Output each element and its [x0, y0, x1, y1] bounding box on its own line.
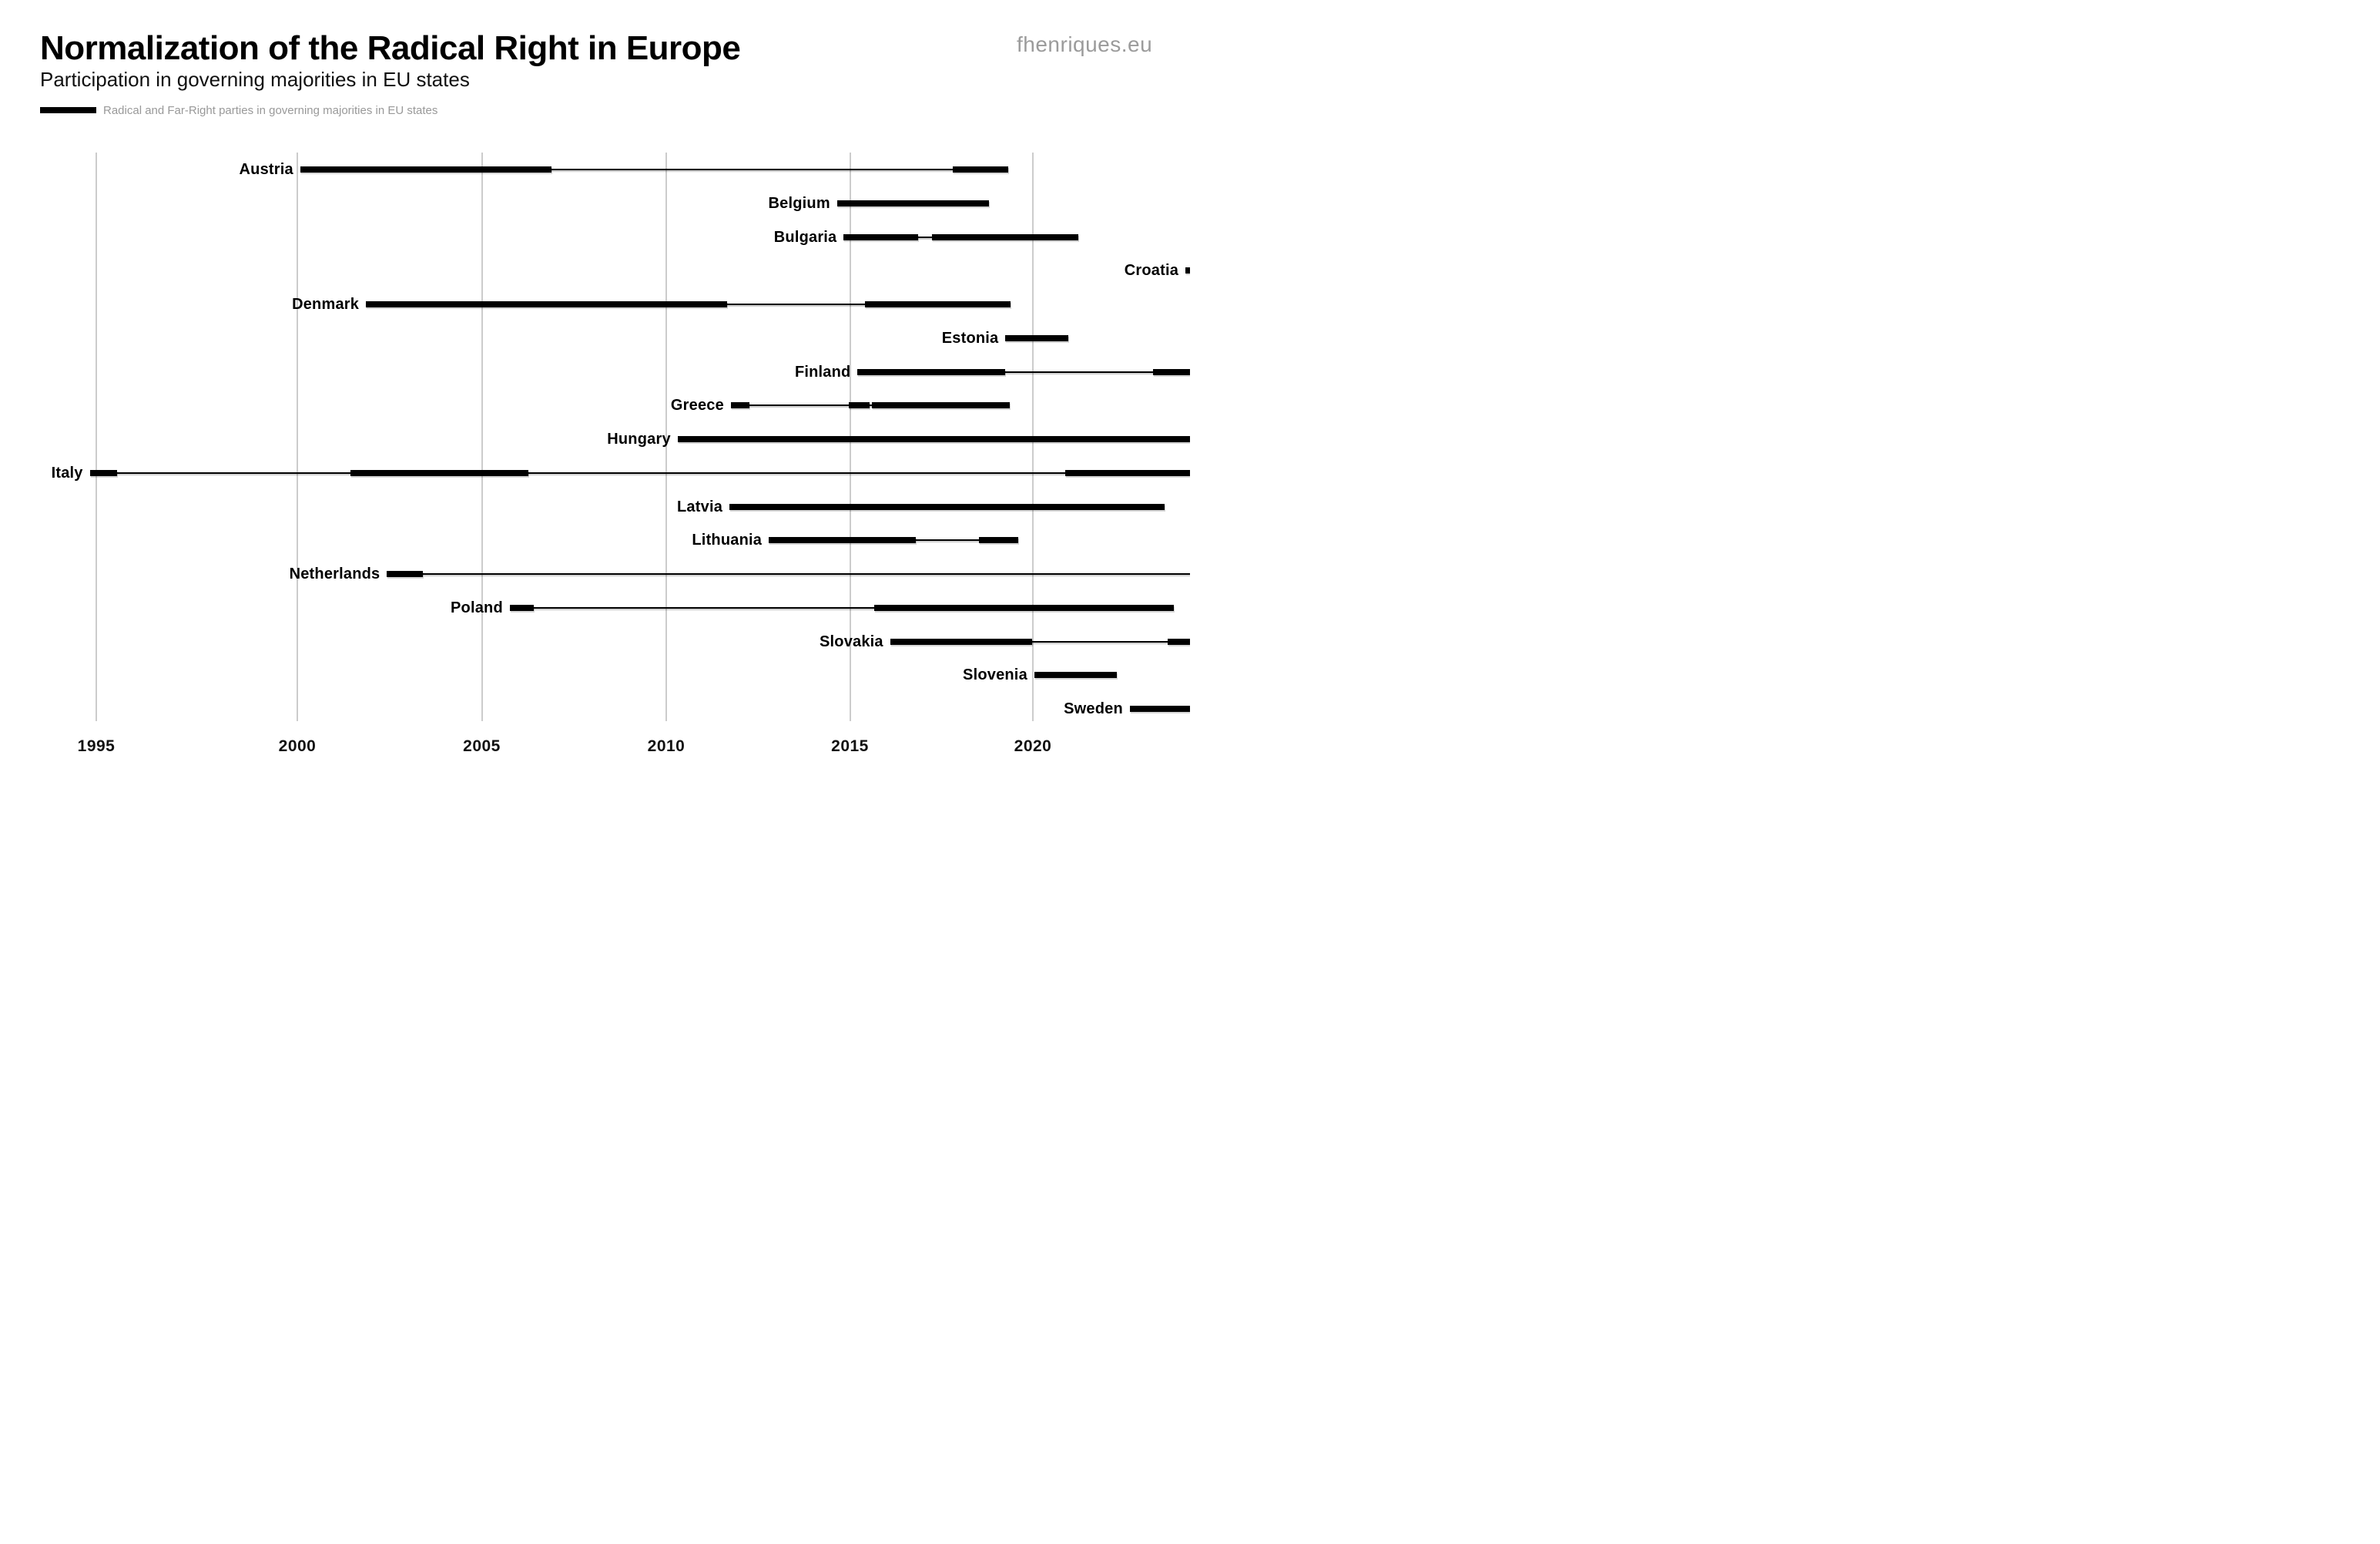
row-label-slovenia: Slovenia [963, 666, 1027, 684]
legend-swatch [40, 107, 96, 113]
bar-segment [952, 166, 1008, 173]
connector-line [89, 472, 1190, 474]
connector-line [387, 573, 1190, 575]
row-label-greece: Greece [670, 397, 724, 415]
chart-canvas: Normalization of the Radical Right in Eu… [0, 0, 1190, 772]
bar-segment [1065, 469, 1190, 476]
tick-label-2000: 2000 [278, 737, 317, 755]
row-label-netherlands: Netherlands [289, 566, 380, 582]
bar-segment [1185, 267, 1190, 274]
row-label-sweden: Sweden [1064, 700, 1123, 717]
tick-label-1995: 1995 [77, 737, 116, 755]
row-label-finland: Finland [794, 363, 851, 381]
bar-segment [873, 604, 1175, 611]
watermark-url: fhenriques.eu [1017, 32, 1153, 56]
row-label-austria: Austria [239, 161, 293, 178]
bar-segment [1129, 706, 1190, 712]
connector-line [857, 371, 1190, 373]
connector-line [300, 169, 1008, 170]
row-label-belgium: Belgium [768, 194, 830, 212]
row-label-bulgaria: Bulgaria [773, 228, 837, 246]
tick-label-2005: 2005 [463, 737, 501, 755]
row-label-estonia: Estonia [941, 329, 999, 347]
legend-label: Radical and Far-Right parties in governi… [103, 103, 438, 117]
bar-segment [509, 604, 534, 611]
bar-segment [1153, 368, 1190, 375]
chart-subtitle: Participation in governing majorities in… [40, 68, 470, 91]
row-label-italy: Italy [51, 464, 83, 482]
bar-segment [836, 200, 989, 206]
bar-segment [300, 166, 551, 173]
bar-segment [89, 469, 117, 476]
row-label-latvia: Latvia [677, 498, 723, 515]
bar-segment [769, 537, 917, 544]
bar-segment [843, 233, 918, 240]
connector-line [509, 606, 1175, 609]
row-label-denmark: Denmark [292, 296, 360, 313]
row-label-croatia: Croatia [1124, 262, 1179, 280]
bar-segment [857, 368, 1006, 375]
gridline-2010 [665, 153, 667, 721]
gridline-2000 [297, 153, 298, 721]
bar-segment [1034, 672, 1118, 679]
bar-segment [387, 571, 423, 577]
bar-segment [677, 436, 1190, 442]
bar-segment [729, 503, 1165, 510]
tick-label-2015: 2015 [831, 737, 869, 755]
row-label-poland: Poland [451, 599, 503, 616]
chart-title: Normalization of the Radical Right in Eu… [40, 29, 741, 67]
bar-segment [1005, 334, 1069, 341]
bar-segment [872, 402, 1010, 409]
bar-segment [890, 638, 1033, 645]
bar-segment [848, 402, 870, 409]
bar-segment [730, 402, 750, 409]
bar-segment [366, 301, 728, 307]
bar-segment [979, 537, 1019, 544]
tick-label-2010: 2010 [647, 737, 686, 755]
row-label-lithuania: Lithuania [692, 532, 763, 549]
bar-segment [350, 469, 529, 476]
plot-area: 1995 2000 2005 2010 2015 2020 Austria Belgium Bu… [0, 0, 1190, 772]
bar-segment [1167, 638, 1190, 645]
row-label-hungary: Hungary [607, 431, 671, 448]
row-label-slovakia: Slovakia [819, 633, 883, 650]
legend: Radical and Far-Right parties in governi… [40, 103, 437, 117]
tick-label-2020: 2020 [1014, 737, 1052, 755]
gridline-2005 [481, 153, 483, 721]
connector-line [890, 640, 1190, 643]
bar-segment [864, 301, 1011, 307]
gridline-1995 [96, 153, 97, 721]
connector-line [730, 404, 1010, 407]
bar-segment [931, 233, 1078, 240]
